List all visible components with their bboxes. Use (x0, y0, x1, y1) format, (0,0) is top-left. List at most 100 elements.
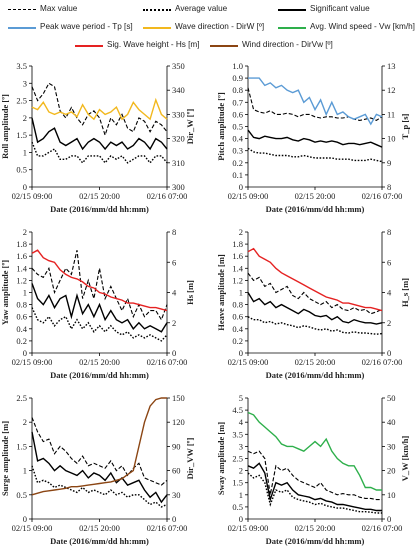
x-tick-label: 02/15 20:00 (295, 523, 336, 533)
y-tick-label: 0 (239, 348, 243, 358)
y2-tick-label: 90 (172, 441, 181, 451)
y-tick-label: 0.3 (232, 146, 243, 156)
y2-tick-label: 330 (172, 109, 185, 119)
y-tick-label: 0 (239, 182, 243, 192)
y2-tick-label: 300 (172, 182, 185, 192)
series-line-max-value (31, 250, 168, 321)
y2-tick-label: 0 (387, 514, 391, 524)
x-axis-label: Date (2016/mm/dd hh:mm) (266, 204, 365, 214)
y-tick-label: 2 (23, 417, 27, 427)
y-tick-label: 1.4 (16, 263, 27, 273)
y2-tick-label: 50 (387, 393, 396, 403)
y2-tick-label: 13 (387, 61, 396, 71)
y2-axis-label: T_p [s] (400, 113, 410, 139)
y-tick-label: 0.5 (232, 502, 243, 512)
y-tick-label: 1.6 (232, 251, 243, 261)
y2-tick-label: 120 (172, 417, 185, 427)
x-tick-label: 02/16 07:00 (147, 523, 188, 533)
y-tick-label: 0.4 (232, 134, 243, 144)
series-line-average-value (247, 316, 383, 335)
series-line-wave-direction-dirw (31, 97, 168, 121)
x-tick-label: 02/15 09:00 (12, 523, 53, 533)
y2-tick-label: 6 (387, 257, 391, 267)
series-line-significant-value (247, 129, 383, 148)
chart-panel-1: 0 0.5 1 1.5 2 2.5 3 3.5 300 310 320 330 340 350 02/15 … (0, 61, 195, 214)
legend: Max value Average value Significant valu… (0, 0, 419, 78)
y2-axis-label: H_s [m] (400, 278, 410, 307)
y2-tick-label: 150 (172, 393, 185, 403)
y-tick-label: 1 (239, 490, 243, 500)
y2-tick-label: 30 (172, 490, 181, 500)
x-tick-label: 02/15 20:00 (79, 357, 120, 367)
y-tick-label: 0.8 (232, 300, 243, 310)
y2-tick-label: 8 (172, 227, 176, 237)
y-tick-label: 0.8 (16, 300, 27, 310)
series-line-max-value (31, 417, 168, 486)
series-line-average-value (31, 307, 168, 342)
x-tick-label: 02/15 20:00 (79, 191, 120, 201)
series-line-max-value (247, 87, 383, 122)
series-line-sig-wave-height-hs-m (247, 247, 383, 312)
y-tick-label: 1.2 (16, 275, 27, 285)
x-tick-label: 02/15 09:00 (12, 357, 53, 367)
x-tick-label: 02/15 09:00 (228, 357, 269, 367)
y2-tick-label: 340 (172, 85, 185, 95)
x-tick-label: 02/15 09:00 (228, 523, 269, 533)
y-tick-label: 1.0 (232, 61, 243, 71)
y2-tick-label: 2 (172, 318, 176, 328)
y-tick-label: 2.5 (232, 454, 243, 464)
y-tick-label: 0.5 (16, 490, 27, 500)
y2-tick-label: 310 (172, 158, 185, 168)
x-tick-label: 02/15 20:00 (295, 191, 336, 201)
y-tick-label: 1 (23, 466, 27, 476)
series-line-significant-value (247, 462, 382, 512)
x-axis-label: Date (2016/mm/dd hh:mm) (50, 204, 149, 214)
series-line-max-value (247, 272, 383, 315)
y-tick-label: 1.8 (232, 239, 243, 249)
y-tick-label: 3 (239, 441, 243, 451)
y-tick-label: 0.2 (232, 158, 243, 168)
y2-tick-label: 11 (387, 109, 395, 119)
y-tick-label: 1.5 (16, 441, 27, 451)
y2-tick-label: 0 (387, 348, 391, 358)
y-axis-label: Yaw amplitude [º] (0, 260, 10, 325)
x-tick-label: 02/16 07:00 (362, 523, 403, 533)
y-tick-label: 1 (23, 147, 27, 157)
x-tick-label: 02/16 07:00 (147, 357, 188, 367)
y2-axis-label: Dir_VW [º] (185, 438, 195, 480)
y-tick-label: 1 (23, 288, 27, 298)
y-tick-label: 4 (239, 417, 244, 427)
series-line-significant-value (31, 431, 168, 504)
y-tick-label: 0 (23, 182, 27, 192)
chart-panel-5: 0 0.5 1 1.5 2 2.5 0 30 60 90 120 150 02/15 09:00 02/1… (0, 393, 195, 546)
chart-panel-3: 0 0.2 0.4 0.6 0.8 1 1.2 1.4 1.6 1.8 2 0 2 4 6 8 02/15 09… (0, 227, 195, 380)
y-axis-label: Heave amplitude [m] (216, 254, 226, 331)
y-tick-label: 2 (239, 466, 243, 476)
y-tick-label: 0.7 (232, 97, 243, 107)
y-tick-label: 0.6 (232, 312, 243, 322)
y-tick-label: 1.6 (16, 251, 27, 261)
y-axis-label: Sway amplitude [m] (216, 422, 226, 495)
y-tick-label: 0.4 (232, 324, 243, 334)
series-line-average-value (247, 472, 382, 514)
y-tick-label: 3.5 (232, 429, 243, 439)
y-axis-label: Surge amplitude [m] (0, 421, 10, 496)
y-tick-label: 0.2 (16, 336, 27, 346)
y-axis-label: Roll amplitude [º] (0, 94, 10, 159)
y2-tick-label: 320 (172, 134, 185, 144)
y-tick-label: 3 (23, 78, 27, 88)
series-line-max-value (247, 450, 382, 501)
y-tick-label: 1.8 (16, 239, 27, 249)
y2-axis-label: Dir_W [º] (185, 109, 195, 145)
y2-axis-label: V_W [km/h] (400, 436, 410, 482)
series-line-significant-value (31, 117, 168, 151)
y2-tick-label: 10 (387, 134, 396, 144)
y-tick-label: 0 (23, 514, 27, 524)
y-tick-label: 0.6 (232, 109, 243, 119)
y-tick-label: 0.5 (16, 165, 27, 175)
y-tick-label: 0.5 (232, 122, 243, 132)
y2-tick-label: 9 (387, 158, 391, 168)
y2-tick-label: 2 (387, 318, 391, 328)
y-tick-label: 1.5 (16, 130, 27, 140)
